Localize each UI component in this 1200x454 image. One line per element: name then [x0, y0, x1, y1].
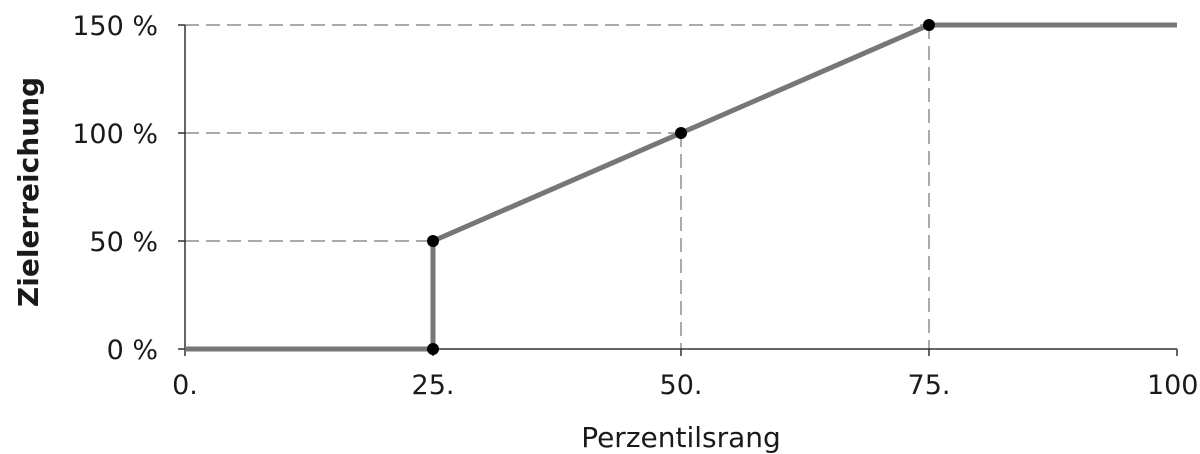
ticks: 0. 25. 50. 75. 100. 0 % 50 % 100 % 150 %: [72, 11, 1200, 401]
x-axis-title: Perzentilsrang: [581, 421, 781, 454]
y-tick-label: 100 %: [72, 119, 158, 150]
x-tick-label: 0.: [172, 370, 198, 401]
y-axis-title: Zielerreichung: [12, 77, 45, 307]
y-tick-label: 50 %: [89, 227, 158, 258]
y-tick-label: 150 %: [72, 11, 158, 42]
y-tick-label: 0 %: [107, 335, 158, 366]
x-tick-label: 50.: [660, 370, 703, 401]
x-tick-label: 25.: [412, 370, 455, 401]
series: [185, 22, 1177, 352]
x-tick-label: 100.: [1147, 370, 1200, 401]
data-point: [675, 127, 687, 139]
data-point: [427, 343, 439, 355]
series-line: [185, 22, 1177, 352]
data-point: [427, 235, 439, 247]
x-tick-label: 75.: [908, 370, 951, 401]
data-point: [923, 19, 935, 31]
markers: [427, 19, 935, 355]
